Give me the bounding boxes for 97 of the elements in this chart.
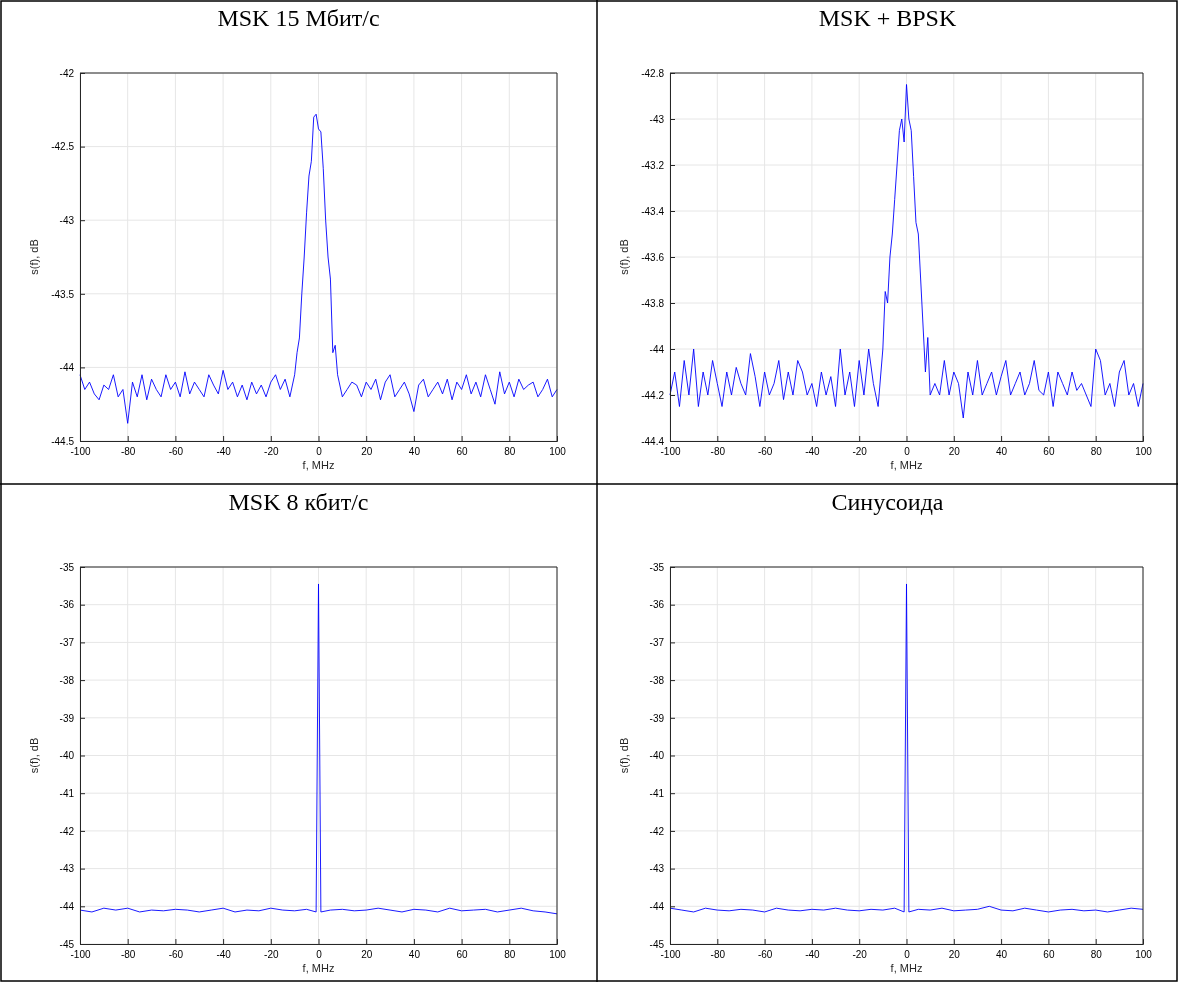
x-tick-label: 0 xyxy=(316,446,323,457)
x-tick-label: -100 xyxy=(70,949,91,960)
y-tick-label: -43 xyxy=(59,863,75,875)
chart-title: MSK 8 кбит/с xyxy=(228,489,369,515)
y-tick-label: -44.2 xyxy=(641,389,665,401)
x-axis-title: f, MHz xyxy=(890,459,923,471)
y-tick-label: -45 xyxy=(649,938,665,950)
y-tick-label: -42.8 xyxy=(641,67,665,79)
y-tick-label: -37 xyxy=(649,637,665,649)
x-tick-label: 60 xyxy=(456,446,469,457)
y-tick-label: -36 xyxy=(59,599,75,611)
line-series xyxy=(669,84,1144,419)
line-series xyxy=(79,583,558,915)
x-tick-label: 0 xyxy=(904,446,911,457)
y-axis-title: s(f), dB xyxy=(28,239,40,275)
x-tick-label: 40 xyxy=(408,446,421,457)
y-tick-label: -45 xyxy=(59,938,75,950)
x-tick-label: 40 xyxy=(996,446,1008,457)
y-tick-label: -44 xyxy=(59,901,75,912)
y-axis-title: s(f), dB xyxy=(28,737,40,774)
x-tick-label: 0 xyxy=(316,949,323,960)
y-tick-label: -36 xyxy=(649,599,665,611)
y-tick-label: -43.8 xyxy=(641,297,665,309)
y-tick-label: -38 xyxy=(649,674,665,686)
y-tick-label: -35 xyxy=(649,561,665,573)
x-tick-label: -40 xyxy=(216,949,232,960)
y-tick-label: -44 xyxy=(649,343,665,355)
y-axis-title: s(f), dB xyxy=(618,737,630,774)
y-tick-label: -41 xyxy=(649,787,665,799)
x-tick-label: 100 xyxy=(549,446,567,457)
x-tick-label: -60 xyxy=(168,446,184,457)
chart-title: MSK + BPSK xyxy=(818,5,957,31)
x-tick-label: -60 xyxy=(757,949,773,960)
y-tick-label: -43.2 xyxy=(641,159,665,171)
y-tick-label: -40 xyxy=(649,750,665,762)
line-series xyxy=(669,583,1144,913)
x-tick-label: -100 xyxy=(660,949,681,960)
x-axis-title: f, MHz xyxy=(890,962,923,974)
y-tick-label: -43 xyxy=(649,863,665,875)
x-tick-label: -100 xyxy=(660,446,681,457)
line-series xyxy=(79,113,558,424)
x-axis-title: f, MHz xyxy=(302,459,335,471)
x-tick-label: 20 xyxy=(948,949,961,960)
x-tick-label: -60 xyxy=(168,949,184,960)
y-tick-label: -44.4 xyxy=(641,435,665,447)
x-tick-label: 80 xyxy=(504,949,516,960)
x-tick-label: -20 xyxy=(852,949,868,960)
x-tick-label: -40 xyxy=(216,446,232,457)
x-axis-title: f, MHz xyxy=(302,962,335,974)
x-tick-label: -80 xyxy=(710,949,726,960)
y-tick-label: -37 xyxy=(59,637,75,649)
y-tick-label: -41 xyxy=(59,787,75,799)
x-tick-label: -40 xyxy=(805,446,821,457)
x-tick-label: 80 xyxy=(1090,446,1103,457)
x-tick-label: -100 xyxy=(70,446,91,457)
chart-title: MSK 15 Мбит/с xyxy=(217,5,380,31)
x-tick-label: 80 xyxy=(1090,949,1103,960)
y-tick-label: -42 xyxy=(59,67,75,79)
x-tick-label: -40 xyxy=(805,949,821,960)
y-tick-label: -43.6 xyxy=(641,251,665,263)
y-tick-label: -44 xyxy=(59,362,75,374)
x-tick-label: -20 xyxy=(852,446,868,457)
x-tick-label: 100 xyxy=(1135,446,1153,457)
x-tick-label: 0 xyxy=(904,949,911,960)
x-tick-label: 100 xyxy=(1135,949,1153,960)
y-tick-label: -42 xyxy=(59,825,75,837)
x-tick-label: -20 xyxy=(264,446,279,457)
y-tick-label: -40 xyxy=(59,750,75,762)
y-tick-label: -35 xyxy=(59,561,75,573)
chart-title: Синусоида xyxy=(831,489,944,515)
y-tick-label: -43.4 xyxy=(641,205,665,217)
x-tick-label: -20 xyxy=(264,949,279,960)
x-tick-label: 40 xyxy=(408,949,421,960)
x-tick-label: -80 xyxy=(710,446,726,457)
x-tick-label: 20 xyxy=(361,446,373,457)
x-tick-label: 20 xyxy=(361,949,373,960)
x-tick-label: 40 xyxy=(996,949,1008,960)
x-tick-label: -60 xyxy=(757,446,773,457)
y-tick-label: -43 xyxy=(649,113,665,125)
x-tick-label: 80 xyxy=(504,446,516,457)
x-tick-label: 60 xyxy=(1043,446,1055,457)
x-tick-label: 100 xyxy=(549,949,567,960)
x-tick-label: 20 xyxy=(948,446,961,457)
y-tick-label: -39 xyxy=(649,712,665,724)
y-tick-label: -38 xyxy=(59,674,75,686)
x-tick-label: -80 xyxy=(120,949,136,960)
y-tick-label: -43.5 xyxy=(51,288,75,300)
y-tick-label: -44.5 xyxy=(51,435,75,447)
y-tick-label: -42.5 xyxy=(51,141,75,153)
x-tick-label: -80 xyxy=(120,446,136,457)
y-tick-label: -42 xyxy=(649,825,665,837)
y-tick-label: -43 xyxy=(59,214,75,226)
y-axis-title: s(f), dB xyxy=(618,239,630,275)
y-tick-label: -39 xyxy=(59,712,75,724)
x-tick-label: 60 xyxy=(1043,949,1055,960)
y-tick-label: -44 xyxy=(649,901,665,912)
x-tick-label: 60 xyxy=(456,949,469,960)
